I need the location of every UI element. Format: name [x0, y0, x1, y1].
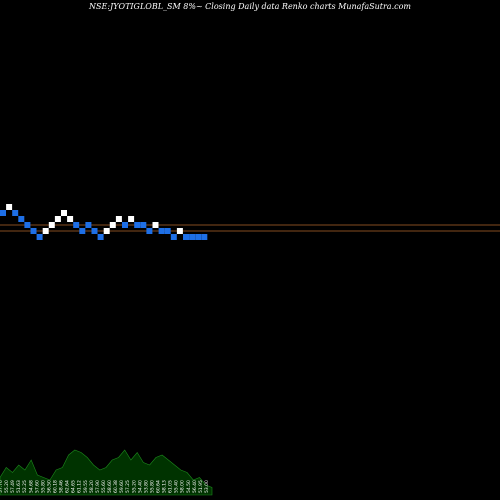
brick-up	[152, 222, 159, 228]
brick-down	[30, 228, 37, 234]
brick-down	[122, 222, 128, 228]
volume-label: 60.64	[156, 480, 162, 493]
brick-down	[24, 222, 31, 228]
volume-label: 58.60	[107, 480, 113, 493]
brick-down	[12, 210, 19, 216]
volume-label: 55.20	[4, 480, 10, 493]
brick-down	[79, 228, 86, 234]
volume-label: 62.64	[65, 480, 71, 493]
brick-up	[103, 228, 110, 234]
volume-label: 57.90	[95, 480, 101, 493]
volume-label: 58.00	[180, 480, 186, 493]
volume-label: 54.50	[186, 480, 192, 493]
volume-label: 56.50	[47, 480, 53, 493]
volume-label: 57.25	[125, 480, 131, 493]
brick-up	[48, 222, 55, 228]
brick-up	[128, 216, 135, 222]
brick-up	[61, 210, 67, 216]
brick-down	[189, 234, 196, 240]
brick-up	[54, 216, 61, 222]
volume-label: 57.49	[10, 480, 16, 493]
brick-down	[195, 234, 202, 240]
volume-label: 58.46	[59, 480, 65, 493]
brick-down	[91, 228, 98, 234]
volume-label: 55.20	[131, 480, 137, 493]
volume-area	[0, 449, 213, 496]
brick-down	[164, 228, 171, 234]
brick-down	[85, 222, 92, 228]
renko-bricks	[0, 204, 208, 240]
volume-label: 61.05	[168, 480, 174, 493]
chart-title: NSE:JYOTIGLOBL_SM 8%~ Closing Daily data…	[89, 2, 411, 11]
volume-panel: 57.70 55.20 57.49 51.63 52.25 54.68 57.60 55.80…	[0, 449, 213, 496]
volume-label: 61.12	[77, 480, 83, 493]
brick-down	[18, 216, 25, 222]
brick-down	[134, 222, 141, 228]
volume-label: 53.80	[143, 480, 149, 493]
brick-down	[158, 228, 165, 234]
volume-label: 54.68	[28, 480, 34, 493]
brick-down	[183, 234, 189, 240]
brick-up	[109, 222, 116, 228]
volume-label: 60.18	[53, 480, 59, 493]
volume-label: 58.13	[162, 480, 168, 493]
volume-label: 51.63	[16, 480, 22, 493]
brick-down	[146, 228, 153, 234]
brick-down	[140, 222, 147, 228]
volume-label: 53.00	[204, 480, 210, 493]
volume-label: 55.80	[40, 480, 46, 493]
volume-label: 55.80	[149, 480, 155, 493]
volume-label: 60.38	[113, 480, 119, 493]
volume-label: 56.40	[192, 480, 198, 493]
brick-up	[176, 228, 183, 234]
brick-up	[42, 228, 49, 234]
volume-label: 64.65	[71, 480, 77, 493]
volume-label: 55.60	[101, 480, 107, 493]
brick-up	[6, 204, 13, 210]
volume-label: 52.25	[22, 480, 28, 493]
brick-down	[170, 234, 177, 240]
volume-label: 58.20	[89, 480, 95, 493]
volume-label: 54.40	[137, 480, 143, 493]
volume-label: 51.95	[198, 480, 204, 493]
volume-label: 57.60	[34, 480, 40, 493]
brick-down	[201, 234, 208, 240]
volume-label: 59.60	[119, 480, 125, 493]
brick-down	[97, 234, 104, 240]
volume-label: 59.55	[83, 480, 89, 493]
brick-down	[36, 234, 43, 240]
volume-label: 57.70	[0, 480, 4, 493]
brick-up	[67, 216, 74, 222]
brick-down	[0, 210, 6, 216]
brick-up	[115, 216, 122, 222]
brick-down	[73, 222, 80, 228]
volume-label: 55.40	[174, 480, 180, 493]
